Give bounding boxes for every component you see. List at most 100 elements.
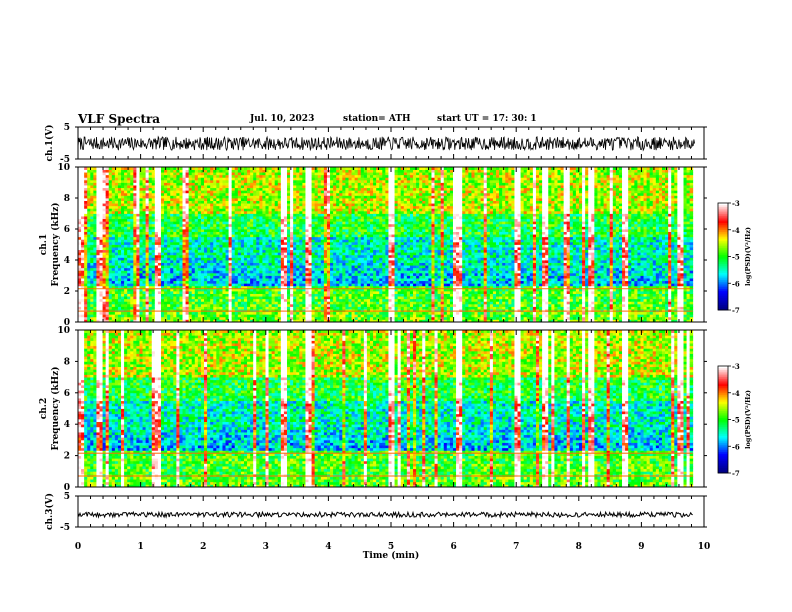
spectrogram-cell xyxy=(226,237,229,240)
spectrogram-cell xyxy=(183,226,186,229)
spectrogram-cell xyxy=(90,190,93,193)
spectrogram-cell xyxy=(244,268,247,271)
spectrogram-cell xyxy=(170,268,173,271)
spectrogram-cell xyxy=(106,193,109,196)
spectrogram-cell xyxy=(210,314,213,317)
spectrogram-cell xyxy=(100,257,103,260)
spectrogram-cell xyxy=(103,255,106,258)
spectrogram-cell xyxy=(222,195,225,198)
spectrogram-cell xyxy=(219,296,222,299)
spectrogram-cell xyxy=(90,201,93,204)
spectrogram-cell xyxy=(136,216,139,219)
spectrogram-cell xyxy=(302,234,305,237)
spectrogram-cell xyxy=(100,270,103,273)
spectrogram-cell xyxy=(287,206,290,209)
spectrogram-cell xyxy=(146,299,149,302)
spectrogram-cell xyxy=(293,252,296,255)
spectrogram-cell xyxy=(296,221,299,224)
spectrogram-cell xyxy=(198,221,201,224)
spectrogram-cell xyxy=(250,250,253,253)
spectrogram-cell xyxy=(309,229,312,232)
spectrogram-cell xyxy=(198,283,201,286)
spectrogram-cell xyxy=(262,252,265,255)
spectrogram-cell xyxy=(115,177,118,180)
spectrogram-cell xyxy=(170,219,173,222)
spectrogram-cell xyxy=(318,276,321,279)
spectrogram-cell xyxy=(152,312,155,315)
spectrogram-cell xyxy=(241,276,244,279)
spectrogram-cell xyxy=(136,252,139,255)
spectrogram-cell xyxy=(155,257,158,260)
spectrogram-cell xyxy=(136,242,139,245)
spectrogram-cell xyxy=(269,270,272,273)
spectrogram-cell xyxy=(293,281,296,284)
spectrogram-cell xyxy=(133,195,136,198)
spectrogram-cell xyxy=(186,219,189,222)
spectrogram-cell xyxy=(235,177,238,180)
spectrogram-cell xyxy=(130,216,133,219)
spectrogram-cell xyxy=(176,195,179,198)
spectrogram-cell xyxy=(90,211,93,214)
spectrogram-cell xyxy=(207,257,210,260)
spectrogram-cell xyxy=(229,283,232,286)
spectrogram-cell xyxy=(100,276,103,279)
spectrogram-cell xyxy=(124,252,127,255)
spectrogram-cell xyxy=(176,208,179,211)
spectrogram-cell xyxy=(179,294,182,297)
spectrogram-cell xyxy=(167,175,170,178)
spectrogram-cell xyxy=(161,229,164,232)
spectrogram-cell xyxy=(213,252,216,255)
spectrogram-cell xyxy=(275,268,278,271)
spectrogram-cell xyxy=(281,265,284,268)
spectrogram-cell xyxy=(115,232,118,235)
spectrogram-cell xyxy=(216,314,219,317)
spectrogram-cell xyxy=(241,281,244,284)
spectrogram-cell xyxy=(321,273,324,276)
spectrogram-cell xyxy=(284,281,287,284)
spectrogram-cell xyxy=(327,281,330,284)
spectrogram-cell xyxy=(112,198,115,201)
spectrogram-cell xyxy=(247,216,250,219)
spectrogram-cell xyxy=(315,294,318,297)
spectrogram-cell xyxy=(229,281,232,284)
spectrogram-cell xyxy=(229,276,232,279)
spectrogram-cell xyxy=(290,314,293,317)
spectrogram-cell xyxy=(192,190,195,193)
spectrogram-cell xyxy=(115,211,118,214)
spectrogram-cell xyxy=(149,203,152,206)
spectrogram-cell xyxy=(272,317,275,320)
spectrogram-cell xyxy=(143,175,146,178)
spectrogram-cell xyxy=(189,193,192,196)
spectrogram-cell xyxy=(152,247,155,250)
spectrogram-cell xyxy=(272,232,275,235)
spectrogram-cell xyxy=(204,206,207,209)
spectrogram-cell xyxy=(155,301,158,304)
spectrogram-cell xyxy=(253,234,256,237)
spectrogram-cell xyxy=(118,190,121,193)
spectrogram-cell xyxy=(195,281,198,284)
spectrogram-cell xyxy=(124,221,127,224)
spectrogram-cell xyxy=(78,304,81,307)
spectrogram-cell xyxy=(143,229,146,232)
spectrogram-cell xyxy=(275,242,278,245)
spectrogram-cell xyxy=(124,270,127,273)
spectrogram-cell xyxy=(170,291,173,294)
spectrogram-cell xyxy=(269,294,272,297)
spectrogram-cell xyxy=(302,257,305,260)
spectrogram-cell xyxy=(133,183,136,186)
spectrogram-cell xyxy=(90,276,93,279)
spectrogram-cell xyxy=(312,304,315,307)
spectrogram-cell xyxy=(235,239,238,242)
spectrogram-cell xyxy=(213,257,216,260)
spectrogram-cell xyxy=(170,255,173,258)
spectrogram-cell xyxy=(287,221,290,224)
spectrogram-cell xyxy=(204,185,207,188)
spectrogram-cell xyxy=(183,177,186,180)
spectrogram-cell xyxy=(179,239,182,242)
spectrogram-cell xyxy=(164,294,167,297)
spectrogram-cell xyxy=(189,175,192,178)
spectrogram-cell xyxy=(229,242,232,245)
spectrogram-cell xyxy=(275,239,278,242)
spectrogram-cell xyxy=(143,304,146,307)
spectrogram-cell xyxy=(256,317,259,320)
